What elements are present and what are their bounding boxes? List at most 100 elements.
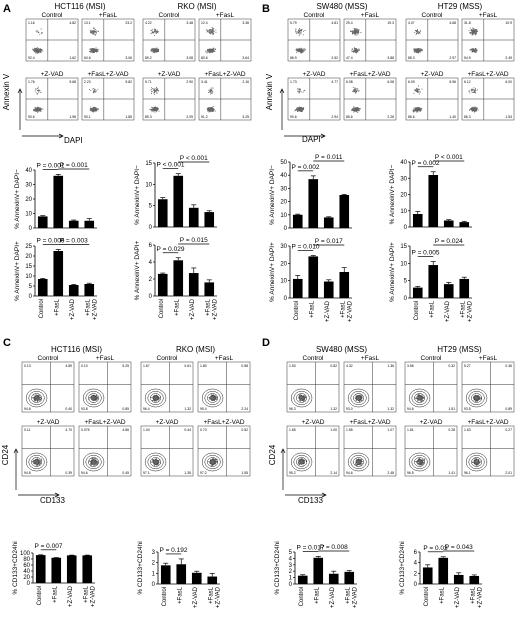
event-dots: [33, 86, 44, 113]
bar: [323, 281, 334, 298]
cell-line-title: RKO (MSI): [176, 345, 215, 354]
event-dots: [468, 87, 479, 113]
quadrant-ll-value: 96.4: [143, 407, 150, 411]
quadrant-lr-value: 2.52: [331, 56, 338, 60]
plot-frame: [404, 361, 458, 413]
quadrant-ll-value: 93.0: [346, 407, 353, 411]
condition-label: +Z-VAD: [421, 71, 444, 78]
quadrant-ul-value: 0.13: [24, 364, 31, 368]
arrow-head: [58, 133, 64, 139]
density-contour: [355, 459, 362, 465]
quadrant-ll-value: 97.1: [143, 471, 150, 475]
event-dots: [32, 28, 44, 54]
bar: [157, 273, 168, 296]
quadrant-lr-value: 2.09: [186, 115, 193, 119]
y-axis-label: % AnnexinV+ DAPI−: [134, 165, 141, 225]
density-contour: [201, 388, 224, 408]
quadrant-lr-value: 0.40: [65, 407, 72, 411]
y-tick-label: 1: [289, 576, 293, 582]
y-axis-label: % AnnexinV+ DAPI−: [14, 169, 21, 229]
x-tick-label: +FasL: [177, 586, 183, 604]
quadrant-lr-value: 3.08: [186, 56, 193, 60]
bar: [339, 195, 350, 228]
event-dots: [89, 88, 99, 113]
x-tick-label: +FasL: [309, 300, 315, 318]
y-tick-label: 10: [400, 261, 407, 267]
plot-frame: [78, 425, 132, 477]
quadrant-lr-value: 2.14: [330, 471, 337, 475]
quadrant-lr-value: 1.55: [241, 471, 248, 475]
y-tick-label: 20: [23, 575, 30, 581]
quadrant-ul-value: 12.4: [201, 21, 208, 25]
condition-label: +FasL+Z-VAD: [349, 419, 390, 426]
plot-frame: [461, 361, 515, 413]
density-contour: [90, 459, 97, 465]
quadrant-lr-value: 2.26: [387, 115, 394, 119]
flow-plot: 1.80 0.58 95.4 2.24: [197, 361, 251, 413]
quadrant-lr-value: 1.62: [69, 56, 76, 60]
quadrant-lr-value: 1.85: [125, 115, 132, 119]
x-tick-label: +Z-VAD: [190, 298, 196, 320]
density-contour: [82, 388, 105, 408]
flow-plot: 1.73 4.77 90.6 2.94: [287, 77, 341, 121]
quadrant-ul-value: 6.08: [346, 80, 353, 84]
plot-frame: [78, 361, 132, 413]
density-contour: [465, 452, 488, 472]
p-value: P = 0.001: [60, 162, 88, 169]
bar: [344, 571, 355, 584]
x-tick-label: +Z-VAD: [477, 586, 483, 608]
condition-label: +Z-VAD: [158, 71, 181, 78]
y-tick-label: 30: [280, 186, 287, 192]
density-contour: [85, 391, 102, 405]
quadrant-ul-value: 0.075: [81, 428, 90, 432]
event-dots: [294, 88, 306, 113]
bar: [84, 284, 95, 296]
flow-plot: 5.79 4.81 86.9 2.52: [287, 18, 341, 62]
x-tick-label: +FasL: [314, 586, 320, 604]
quadrant-ll-value: 89.3: [145, 115, 152, 119]
plot-frame: [140, 361, 194, 413]
y-tick-label: 30: [280, 244, 287, 250]
density-contour: [144, 388, 167, 408]
y-tick-label: 30: [25, 183, 32, 189]
quadrant-ul-value: 4.32: [346, 364, 353, 368]
density-contour: [298, 459, 305, 465]
p-value: P = 0.007: [35, 543, 63, 550]
y-tick-label: 5: [149, 204, 153, 210]
quadrant-ul-value: 1.04: [143, 428, 150, 432]
flow-plot: 1.76 5.68 90.6 1.96: [25, 77, 79, 121]
p-value: P < 0.001: [157, 162, 185, 169]
quadrant-ul-value: 5.71: [145, 80, 152, 84]
x-tick-label: +FasL: [429, 300, 435, 318]
y-tick-label: 5: [29, 284, 33, 290]
bar: [443, 284, 454, 298]
y-axis-title: CD24: [1, 444, 10, 465]
quadrant-ll-value: 90.1: [84, 115, 91, 119]
quadrant-lr-value: 2.48: [387, 471, 394, 475]
condition-label: Control: [157, 355, 179, 362]
quadrant-ll-value: 88.3: [408, 56, 415, 60]
bar: [428, 175, 439, 227]
quadrant-ul-value: 31.8: [464, 21, 471, 25]
bar: [328, 573, 339, 584]
density-contour: [347, 388, 370, 408]
p-value: P = 0.011: [315, 154, 343, 161]
bar: [84, 220, 95, 228]
density-contour: [207, 457, 219, 467]
density-contour: [353, 393, 365, 403]
bar: [53, 175, 64, 228]
x-tick-label: Control: [37, 586, 43, 605]
y-tick-label: 20: [400, 193, 407, 199]
quadrant-ul-value: 1.76: [28, 80, 35, 84]
y-tick-label: 30: [400, 176, 407, 182]
bar: [438, 557, 449, 584]
condition-label: +Z-VAD: [303, 71, 326, 78]
quadrant-ul-value: 1.85: [346, 428, 353, 432]
x-axis-title: CD133: [298, 496, 323, 505]
bar: [308, 256, 319, 298]
condition-label: Control: [303, 355, 325, 362]
p-value: P = 0.017: [315, 238, 343, 245]
p-value: P = 0.002: [412, 160, 440, 167]
condition-label: +Z-VAD: [156, 419, 179, 426]
bar: [308, 179, 319, 228]
